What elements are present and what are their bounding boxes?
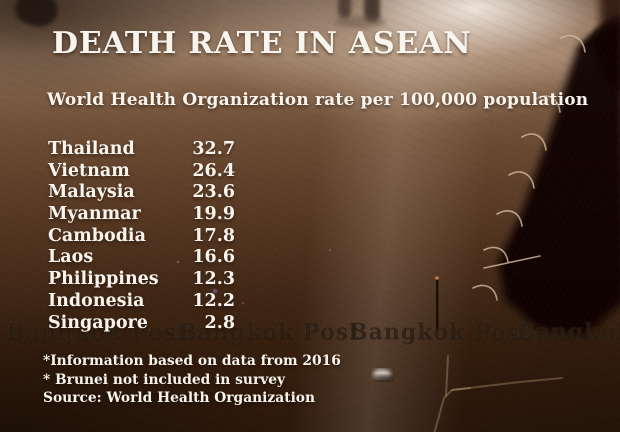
watermark-bangkok-post: Bangkok Post [349, 319, 532, 345]
watermark-bangkok-post: Bangkok Post [6, 319, 189, 345]
rate-value: 12.3 [192, 269, 235, 290]
country-label: Thailand [48, 139, 135, 159]
rate-value: 12.2 [192, 290, 235, 311]
source-line: Source: World Health Organization [43, 390, 316, 407]
rate-value: 23.6 [192, 182, 235, 203]
rate-value: 17.8 [192, 225, 235, 246]
table-row: Cambodia 17.8 [48, 226, 235, 248]
footnote-brunei: * Brunei not included in survey [43, 371, 286, 388]
wire-hooks [472, 34, 586, 301]
pedestrian-silhouette [334, 0, 386, 28]
rate-value: 19.9 [192, 204, 235, 225]
country-label: Cambodia [48, 225, 146, 246]
watermark-bangkok-post: Bangkok Post [516, 319, 620, 345]
watermark-bangkok-post: Bangkok Post [178, 319, 361, 345]
page-subtitle: World Health Organization rate per 100,0… [47, 90, 589, 110]
table-row: Indonesia 12.2 [48, 291, 235, 313]
footnote-year: *Information based on data from 2016 [43, 353, 341, 369]
road-debris [58, 211, 393, 381]
page-title: DEATH RATE IN ASEAN [52, 26, 472, 61]
country-label: Myanmar [48, 204, 141, 225]
incense-stick [435, 276, 439, 332]
table-row: Philippines 12.3 [48, 269, 235, 291]
table-row: Laos 16.6 [48, 247, 235, 269]
country-label: Laos [48, 247, 94, 268]
country-label: Malaysia [48, 182, 135, 203]
country-label: Singapore [48, 312, 148, 333]
country-label: Vietnam [48, 160, 130, 181]
table-row: Malaysia 23.6 [48, 182, 235, 204]
rate-value: 16.6 [192, 247, 235, 268]
road-cracks [433, 355, 563, 432]
table-row: Thailand 32.7 [48, 139, 235, 161]
footnotes-block: *Information based on data from 2016 * B… [43, 352, 341, 408]
rates-table: Thailand 32.7 Vietnam 26.4 Malaysia 23.6 Myanm… [48, 139, 235, 334]
rate-value: 32.7 [192, 139, 235, 159]
table-row: Vietnam 26.4 [48, 161, 235, 183]
rate-value: 26.4 [192, 160, 235, 181]
table-row: Singapore 2.8 [48, 313, 235, 335]
table-row: Myanmar 19.9 [48, 204, 235, 226]
rate-value: 2.8 [204, 312, 235, 333]
dark-roadside-band [498, 15, 620, 336]
country-label: Philippines [48, 269, 159, 290]
country-label: Indonesia [48, 290, 145, 311]
